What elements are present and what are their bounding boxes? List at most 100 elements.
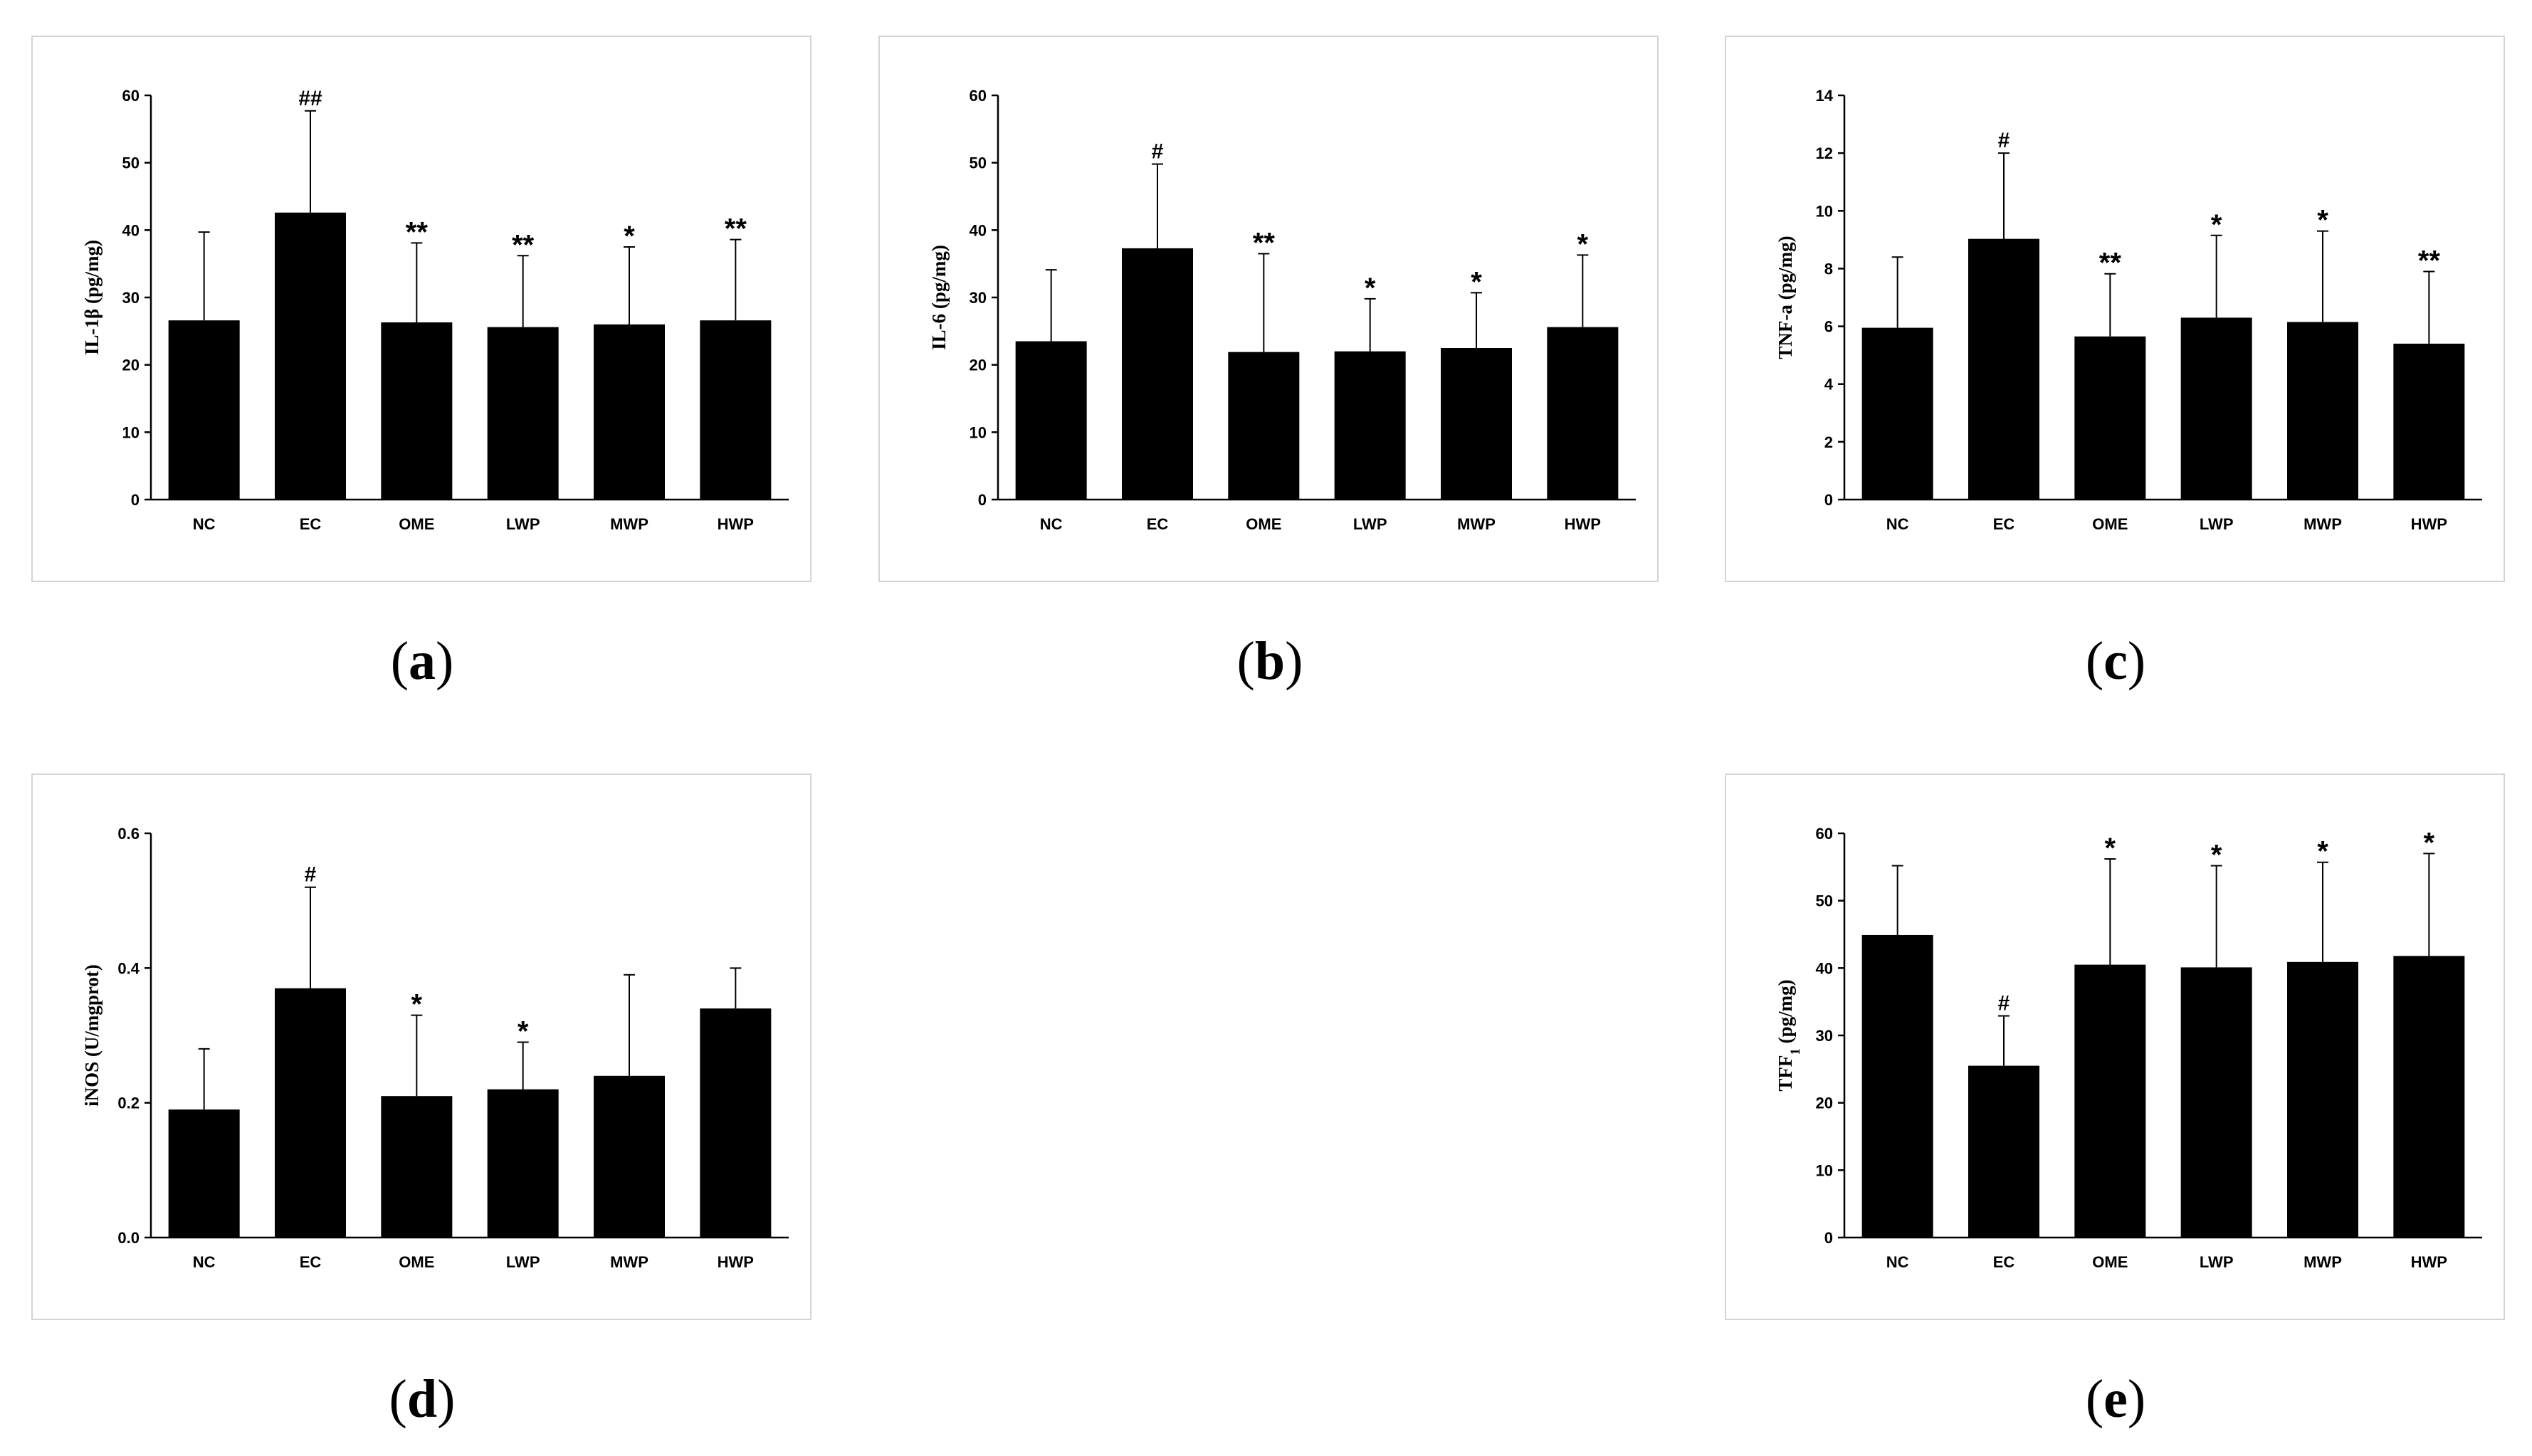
bar-a-hwp: [700, 320, 772, 500]
significance-mark-a-mwp: *: [624, 221, 635, 252]
bar-a-mwp: [594, 324, 665, 500]
x-tick-label-b-ome: OME: [1246, 515, 1281, 533]
chart-panel-d: 0.0 0.2 0.4 0.6 iNOS (U/mgprot) NC # EC * OME * LWP…: [31, 774, 811, 1320]
significance-mark-e-ome: *: [2105, 833, 2116, 864]
significance-mark-d-ome: *: [411, 989, 423, 1020]
x-tick-label-a-ec: EC: [300, 515, 322, 533]
x-tick-label-c-nc: NC: [1886, 515, 1909, 533]
bar-a-ome: [381, 322, 453, 500]
y-tick-label-c: 2: [1824, 433, 1833, 451]
caption-d: (d): [389, 1369, 456, 1429]
x-tick-label-d-hwp: HWP: [718, 1253, 754, 1271]
caption-a: (a): [390, 631, 454, 691]
significance-mark-a-hwp: **: [725, 213, 747, 245]
y-tick-label-e: 30: [1816, 1027, 1833, 1045]
x-tick-label-c-ome: OME: [2092, 515, 2128, 533]
significance-mark-d-lwp: *: [518, 1015, 529, 1047]
significance-mark-b-lwp: *: [1365, 273, 1376, 304]
bar-e-ec: [1968, 1065, 2039, 1238]
x-tick-label-e-nc: NC: [1886, 1253, 1909, 1271]
bar-b-mwp: [1441, 348, 1512, 500]
bar-d-hwp: [700, 1008, 772, 1238]
significance-mark-b-hwp: *: [1577, 228, 1589, 260]
bar-c-lwp: [2180, 317, 2252, 500]
bar-b-hwp: [1547, 327, 1619, 500]
chart-panel-e: 0 10 20 30 40 50 60 TFF1 (pg/mg) NC # EC * OME * LWP * M…: [1725, 774, 2505, 1320]
x-tick-label-a-ome: OME: [399, 515, 434, 533]
bar-d-mwp: [594, 1075, 665, 1238]
y-tick-label-b: 10: [970, 423, 987, 441]
x-tick-label-a-lwp: LWP: [506, 515, 540, 533]
bar-b-ome: [1228, 352, 1300, 500]
x-tick-label-e-ec: EC: [1993, 1253, 2015, 1271]
significance-mark-a-lwp: **: [512, 229, 535, 260]
y-tick-label-b: 0: [978, 491, 987, 509]
y-tick-label-c: 14: [1816, 87, 1834, 105]
y-tick-label-d: 0.2: [117, 1094, 140, 1112]
significance-mark-c-ec: #: [1998, 129, 2010, 152]
x-tick-label-e-mwp: MWP: [2304, 1253, 2342, 1271]
significance-mark-b-ome: **: [1253, 227, 1276, 258]
y-axis-label-b: IL-6 (pg/mg): [928, 245, 950, 350]
x-tick-label-e-lwp: LWP: [2200, 1253, 2234, 1271]
bar-c-nc: [1861, 327, 1933, 500]
caption-c: (c): [2085, 631, 2146, 691]
y-tick-label-a: 60: [122, 87, 140, 105]
bar-d-lwp: [487, 1089, 559, 1238]
x-tick-label-d-ome: OME: [399, 1253, 434, 1271]
chart-c-svg: 0 2 4 6 8 10 12 14 TNF-a (pg/mg) NC # EC ** OME * LWP * M…: [1775, 87, 2482, 533]
bar-c-mwp: [2287, 322, 2358, 500]
chart-panel-a: 0 10 20 30 40 50 60 IL-1β (pg/mg) NC ## EC ** OME ** L…: [31, 36, 811, 582]
chart-panel-c: 0 2 4 6 8 10 12 14 TNF-a (pg/mg) NC # EC ** OME * LWP * M…: [1725, 36, 2505, 582]
chart-panel-b: 0 10 20 30 40 50 60 IL-6 (pg/mg) NC # EC ** OME * LWP *…: [878, 36, 1659, 582]
bar-c-hwp: [2393, 343, 2465, 500]
significance-mark-c-ome: **: [2099, 248, 2122, 279]
y-axis-label-d: iNOS (U/mgprot): [81, 964, 103, 1107]
x-tick-label-a-mwp: MWP: [610, 515, 648, 533]
y-tick-label-a: 40: [122, 221, 140, 239]
significance-mark-a-ec: ##: [298, 87, 322, 110]
significance-mark-c-lwp: *: [2211, 209, 2222, 241]
x-tick-label-c-hwp: HWP: [2411, 515, 2447, 533]
x-tick-label-d-lwp: LWP: [506, 1253, 540, 1271]
y-tick-label-b: 30: [970, 289, 987, 307]
bar-a-lwp: [487, 327, 559, 500]
significance-mark-e-ec: #: [1998, 992, 2010, 1015]
x-tick-label-b-lwp: LWP: [1353, 515, 1387, 533]
chart-d-svg: 0.0 0.2 0.4 0.6 iNOS (U/mgprot) NC # EC * OME * LWP…: [81, 825, 789, 1271]
y-tick-label-a: 20: [122, 357, 140, 374]
x-tick-label-a-nc: NC: [193, 515, 216, 533]
y-tick-label-c: 4: [1824, 376, 1834, 394]
y-tick-label-d: 0.6: [117, 825, 140, 843]
x-tick-label-c-ec: EC: [1993, 515, 2015, 533]
y-tick-label-e: 60: [1816, 825, 1833, 843]
y-tick-label-c: 12: [1816, 144, 1833, 162]
significance-mark-e-hwp: *: [2424, 827, 2435, 858]
bar-c-ec: [1968, 238, 2039, 500]
x-tick-label-e-hwp: HWP: [2411, 1253, 2447, 1271]
significance-mark-e-lwp: *: [2211, 839, 2222, 870]
y-tick-label-c: 10: [1816, 202, 1833, 220]
y-tick-label-c: 6: [1824, 318, 1833, 336]
bar-d-nc: [168, 1109, 240, 1238]
y-tick-label-b: 20: [970, 357, 987, 374]
y-axis-label-a: IL-1β (pg/mg): [81, 240, 103, 355]
x-tick-label-b-nc: NC: [1040, 515, 1063, 533]
bar-b-nc: [1015, 341, 1087, 500]
x-tick-label-b-hwp: HWP: [1565, 515, 1601, 533]
bar-e-hwp: [2393, 956, 2465, 1238]
y-axis-label-c: TNF-a (pg/mg): [1775, 236, 1796, 359]
y-tick-label-c: 8: [1824, 260, 1833, 278]
x-tick-label-b-mwp: MWP: [1457, 515, 1496, 533]
y-tick-label-d: 0.0: [117, 1229, 140, 1247]
y-tick-label-a: 50: [122, 154, 140, 172]
y-tick-label-b: 40: [970, 221, 987, 239]
y-tick-label-b: 50: [970, 154, 987, 172]
y-axis-label-e: TFF1 (pg/mg): [1775, 979, 1803, 1091]
bar-c-ome: [2074, 336, 2146, 500]
x-tick-label-d-mwp: MWP: [610, 1253, 648, 1271]
x-tick-label-e-ome: OME: [2092, 1253, 2128, 1271]
significance-mark-c-hwp: **: [2418, 245, 2441, 276]
bar-d-ome: [381, 1096, 453, 1238]
bar-b-lwp: [1334, 351, 1406, 500]
